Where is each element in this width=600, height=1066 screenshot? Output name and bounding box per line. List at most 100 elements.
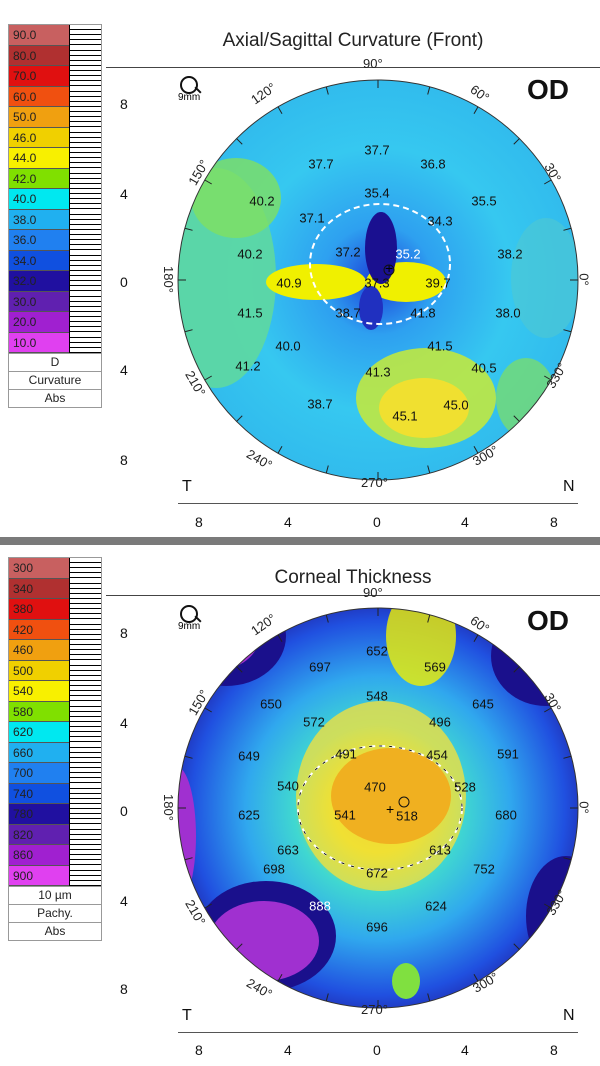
- angle-tick: [277, 106, 283, 114]
- angle-tick: [236, 138, 243, 145]
- thickness-value: 548: [366, 688, 388, 704]
- legend-ticks: [69, 742, 101, 763]
- legend-row: 60.0: [9, 86, 101, 107]
- curvature-value: 40.5: [471, 360, 497, 376]
- angle-tick: [544, 179, 552, 185]
- x-tick: 4: [284, 1042, 292, 1058]
- legend-ticks: [69, 824, 101, 845]
- x-tick: 8: [195, 1042, 203, 1058]
- curvature-value: 40.0: [275, 338, 301, 354]
- svg-text:+: +: [386, 801, 394, 817]
- angle-ticks: [178, 80, 578, 480]
- x-tick: 8: [195, 514, 203, 530]
- thickness-value: 672: [366, 865, 388, 881]
- y-tick: 8: [120, 452, 128, 468]
- legend-ticks: [69, 804, 101, 825]
- legend-ticks: [69, 107, 101, 128]
- thickness-value: 696: [366, 919, 388, 935]
- legend-ticks: [69, 168, 101, 189]
- legend-value: 80.0: [9, 45, 69, 66]
- legend-ticks: [69, 578, 101, 599]
- legend-ticks: [69, 783, 101, 804]
- thickness-value: 491: [335, 746, 357, 762]
- legend-ticks: [69, 86, 101, 107]
- legend-label-abs: Abs: [9, 389, 101, 407]
- legend-row: 580: [9, 701, 101, 722]
- legend-value: 38.0: [9, 209, 69, 230]
- angle-tick: [473, 106, 479, 114]
- curvature-value: 37.1: [299, 210, 325, 226]
- eye-indicator: OD: [527, 605, 569, 636]
- legend-ticks: [69, 763, 101, 784]
- angle-tick: [473, 634, 479, 642]
- thickness-value: 528: [454, 779, 476, 795]
- legend-value: 340: [9, 578, 69, 599]
- angle-tick: [277, 974, 283, 982]
- legend-ticks: [69, 660, 101, 681]
- angle-tick: [184, 857, 193, 861]
- legend-row: 460: [9, 640, 101, 661]
- x-tick: 0: [373, 1042, 381, 1058]
- title-rule: [106, 595, 600, 596]
- angle-tick: [204, 707, 212, 713]
- legend-ticks: [69, 681, 101, 702]
- legend-value: 380: [9, 599, 69, 620]
- curvature-value: 45.1: [392, 408, 418, 424]
- legend-value: 500: [9, 660, 69, 681]
- legend-row: 38.0: [9, 209, 101, 230]
- curvature-map[interactable]: +: [106, 68, 600, 538]
- angle-tick: [427, 465, 431, 474]
- angle-tick: [236, 666, 243, 673]
- angle-ticks: [178, 608, 578, 1008]
- legend-value: 300: [9, 558, 69, 579]
- thickness-value: 496: [429, 714, 451, 730]
- legend-ticks: [69, 189, 101, 210]
- angle-180: 180°: [160, 266, 176, 293]
- curvature-value: 37.3: [364, 275, 390, 291]
- thickness-panel: 300 340 380 420 460 500 540 580 620 660 700 740 780 8…: [0, 545, 600, 1065]
- curvature-value: 38.2: [497, 246, 523, 262]
- zoom-icon[interactable]: 9mm: [178, 76, 206, 108]
- thickness-map[interactable]: +: [106, 596, 600, 1066]
- x-tick: 4: [461, 514, 469, 530]
- thickness-value: 625: [238, 807, 260, 823]
- thickness-value: 569: [424, 659, 446, 675]
- angle-tick: [204, 179, 212, 185]
- y-tick: 4: [120, 715, 128, 731]
- x-axis: [178, 1032, 578, 1033]
- thickness-value: 663: [277, 842, 299, 858]
- y-tick: 0: [120, 803, 128, 819]
- angle-tick: [563, 857, 572, 861]
- angle-0: 0°: [576, 801, 592, 814]
- thickness-value: 470: [364, 779, 386, 795]
- y-tick: 4: [120, 186, 128, 202]
- legend-value: 460: [9, 640, 69, 661]
- y-tick: 4: [120, 893, 128, 909]
- angle-tick: [325, 465, 329, 474]
- thickness-value: 698: [263, 861, 285, 877]
- legend-value: 660: [9, 742, 69, 763]
- legend-value: 540: [9, 681, 69, 702]
- thickness-value: 649: [238, 748, 260, 764]
- legend-value: 34.0: [9, 250, 69, 271]
- panel-divider: [0, 537, 600, 545]
- curvature-legend: 90.0 80.0 70.0 60.0 50.0 46.0 44.0 42.0 40.0 38.0…: [8, 24, 102, 408]
- title-rule: [106, 67, 600, 68]
- zoom-icon[interactable]: 9mm: [178, 605, 206, 637]
- curvature-title: Axial/Sagittal Curvature (Front): [222, 30, 484, 51]
- legend-value: 30.0: [9, 291, 69, 312]
- angle-tick: [184, 329, 193, 333]
- x-tick: 4: [284, 514, 292, 530]
- legend-row: 42.0: [9, 168, 101, 189]
- legend-ticks: [69, 209, 101, 230]
- eye-indicator: OD: [527, 74, 569, 105]
- legend-value: 700: [9, 763, 69, 784]
- legend-ticks: [69, 845, 101, 866]
- curvature-value: 39.7: [425, 275, 451, 291]
- legend-value: 820: [9, 824, 69, 845]
- thickness-value: 572: [303, 714, 325, 730]
- legend-label-abs: Abs: [9, 922, 101, 940]
- thickness-value: 541: [334, 807, 356, 823]
- curvature-value: 37.7: [364, 142, 390, 158]
- curvature-value: 38.7: [307, 396, 333, 412]
